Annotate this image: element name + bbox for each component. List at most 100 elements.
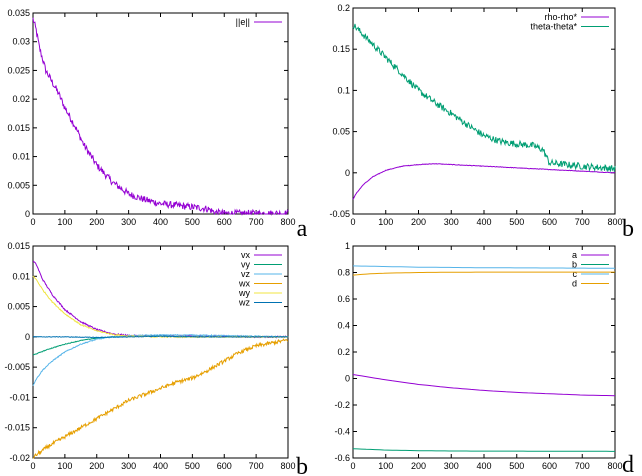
y-tick-label: -0.02 <box>9 453 30 463</box>
x-tick-label: 0 <box>350 461 355 471</box>
legend-label-vz: vz <box>241 269 251 279</box>
plot-frame <box>32 12 289 215</box>
series-line-rho-rho* <box>352 163 616 200</box>
x-tick-label: 500 <box>509 217 524 227</box>
series-line-d <box>352 271 615 276</box>
x-tick-label: 300 <box>444 217 459 227</box>
y-tick-label: 0.2 <box>337 347 350 357</box>
y-tick-label: 1 <box>345 241 350 251</box>
y-tick-label: -0.005 <box>4 362 30 372</box>
x-tick-label: 400 <box>153 217 168 227</box>
x-tick-label: 800 <box>607 217 622 227</box>
legend-label-vy: vy <box>241 260 251 270</box>
x-tick-label: 800 <box>280 217 295 227</box>
y-tick-label: 0.2 <box>337 3 350 13</box>
x-tick-label: 800 <box>607 461 622 471</box>
x-tick-label: 300 <box>121 461 136 471</box>
y-tick-label: -0.05 <box>329 209 350 219</box>
x-tick-label: 600 <box>542 461 557 471</box>
y-tick-label: 0.01 <box>12 152 30 162</box>
legend-label-rho-rho*: rho-rho* <box>544 12 577 22</box>
y-tick-label: 0.02 <box>12 94 30 104</box>
x-tick-label: 700 <box>249 217 264 227</box>
legend-label-wz: wz <box>238 298 250 308</box>
y-tick-label: 0.015 <box>7 123 30 133</box>
y-tick-label: 0.1 <box>337 85 350 95</box>
series-line-b <box>352 448 615 452</box>
legend-label-||e||: ||e|| <box>236 17 250 27</box>
legend-label-theta-theta*: theta-theta* <box>530 22 577 32</box>
series-line-vy <box>32 335 289 356</box>
y-tick-label: 0.01 <box>12 271 30 281</box>
panel-letter: d <box>622 452 634 476</box>
legend-label-wy: wy <box>238 288 250 298</box>
series-line-||e|| <box>32 17 289 216</box>
series-line-wz <box>32 335 289 339</box>
y-tick-label: 0 <box>345 168 350 178</box>
legend-label-a: a <box>572 250 577 260</box>
y-tick-label: -0.6 <box>334 453 350 463</box>
x-tick-label: 400 <box>476 461 491 471</box>
series-line-wx <box>33 338 289 459</box>
x-tick-label: 100 <box>57 461 72 471</box>
y-tick-label: -0.2 <box>334 400 350 410</box>
x-tick-label: 200 <box>89 217 104 227</box>
legend-label-wx: wx <box>238 279 250 289</box>
y-tick-label: 0.005 <box>7 302 30 312</box>
x-tick-label: 500 <box>185 217 200 227</box>
x-tick-label: 400 <box>476 217 491 227</box>
plot-frame <box>352 7 616 215</box>
y-tick-label: -0.4 <box>334 427 350 437</box>
y-tick-label: 0 <box>345 374 350 384</box>
series-line-a <box>352 374 616 397</box>
x-tick-label: 600 <box>217 217 232 227</box>
x-tick-label: 0 <box>30 217 35 227</box>
x-tick-label: 700 <box>575 217 590 227</box>
legend-label-d: d <box>572 279 577 289</box>
y-tick-label: 0 <box>25 209 30 219</box>
x-tick-label: 800 <box>280 461 295 471</box>
series-line-theta-theta* <box>352 23 616 172</box>
x-tick-label: 400 <box>153 461 168 471</box>
x-tick-label: 700 <box>575 461 590 471</box>
legend-label-c: c <box>573 269 578 279</box>
x-tick-label: 100 <box>378 217 393 227</box>
x-tick-label: 300 <box>121 217 136 227</box>
legend-label-b: b <box>572 260 577 270</box>
x-tick-label: 100 <box>57 217 72 227</box>
series-line-c <box>352 265 616 269</box>
y-tick-label: 0.025 <box>7 65 30 75</box>
chart-panel-4: 0 100 200 300 400 500 600 700 800 -0.6 -0.4 -0.2 0 0.… <box>334 241 634 476</box>
y-tick-label: -0.015 <box>4 423 30 433</box>
y-tick-label: 0.8 <box>337 268 350 278</box>
x-tick-label: 600 <box>542 217 557 227</box>
y-tick-label: 0.03 <box>12 37 30 47</box>
x-tick-label: 500 <box>509 461 524 471</box>
x-tick-label: 200 <box>89 461 104 471</box>
x-tick-label: 200 <box>411 461 426 471</box>
y-tick-label: 0.15 <box>332 44 350 54</box>
y-tick-label: 0.005 <box>7 180 30 190</box>
y-tick-label: 0.05 <box>332 127 350 137</box>
chart-panel-3: 0 100 200 300 400 500 600 700 800 -0.02 -0.015 -0.0… <box>4 241 308 476</box>
x-tick-label: 300 <box>444 461 459 471</box>
chart-panel-1: 0 100 200 300 400 500 600 700 800 0 0.005 0.01 0.015… <box>7 8 307 242</box>
y-tick-label: 0.4 <box>337 321 350 331</box>
chart-panel-2: 0 100 200 300 400 500 600 700 800-0.0500.050.10.… <box>329 3 634 242</box>
x-tick-label: 700 <box>249 461 264 471</box>
x-tick-label: 100 <box>378 461 393 471</box>
panel-letter: a <box>297 216 308 242</box>
x-tick-label: 0 <box>350 217 355 227</box>
panel-letter: b <box>622 216 634 242</box>
y-tick-label: 0.035 <box>7 8 30 18</box>
y-tick-label: 0.015 <box>7 241 30 251</box>
legend-label-vx: vx <box>241 250 251 260</box>
x-tick-label: 600 <box>217 461 232 471</box>
x-tick-label: 500 <box>185 461 200 471</box>
y-tick-label: 0.6 <box>337 294 350 304</box>
y-tick-label: 0 <box>25 332 30 342</box>
y-tick-label: -0.01 <box>9 392 30 402</box>
x-tick-label: 200 <box>411 217 426 227</box>
series-line-vz <box>32 333 289 386</box>
